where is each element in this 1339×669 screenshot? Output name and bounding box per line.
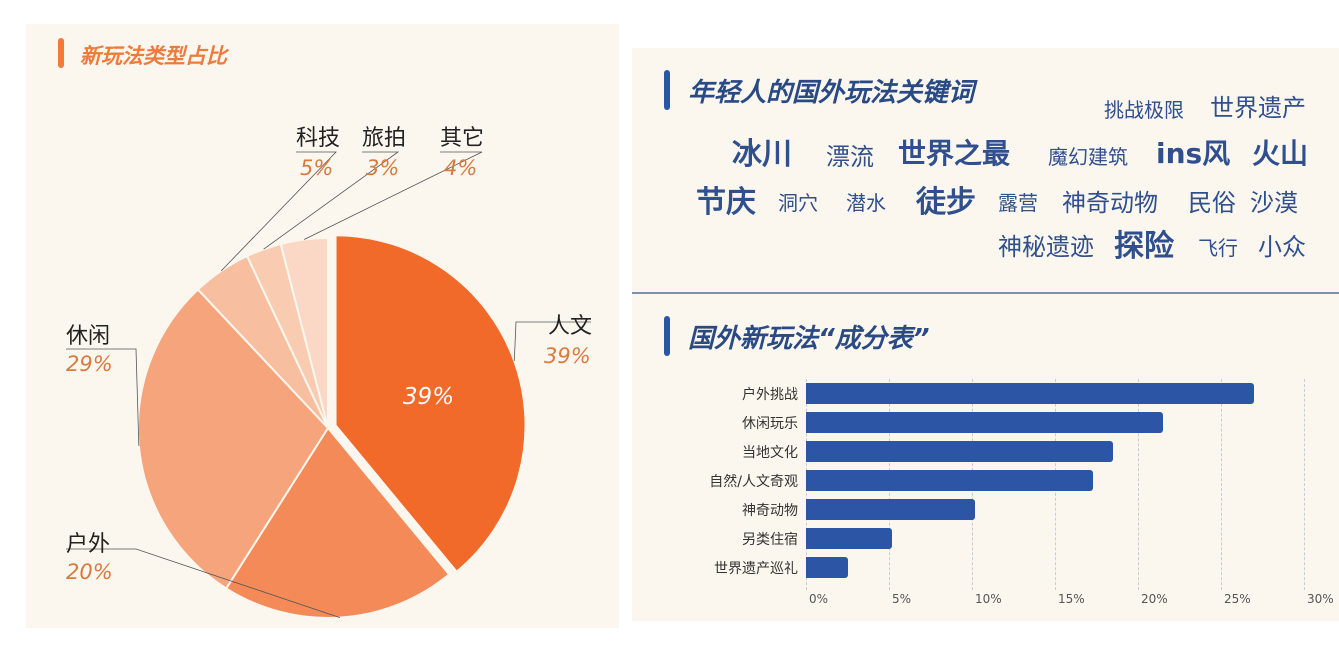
bar-休闲玩乐 <box>806 412 1163 433</box>
bar-tick-label: 20% <box>1141 592 1168 606</box>
pie-leader-户外 <box>66 548 341 619</box>
pie-label-科技: 科技 <box>296 126 341 151</box>
bar-chart-title: 国外新玩法“成分表” <box>688 324 930 354</box>
bar-tick-label: 0% <box>809 592 829 606</box>
keyword-item: 神奇动物 <box>1062 189 1158 217</box>
pie-label-人文: 人文 <box>548 314 593 339</box>
bar-另类住宿 <box>806 528 893 549</box>
bar-category-label: 休闲玩乐 <box>742 416 798 432</box>
keyword-item: 世界之最 <box>898 137 1011 170</box>
bar-自然/人文奇观 <box>806 470 1094 491</box>
bar-世界遗产巡礼 <box>806 557 848 578</box>
pie-percent-人文: 39% <box>544 344 591 368</box>
pie-label-其它: 其它 <box>440 126 485 151</box>
pie-label-旅拍: 旅拍 <box>362 126 407 151</box>
pie-title-accent <box>58 38 64 68</box>
keyword-item: 洞穴 <box>778 191 818 215</box>
bar-category-label: 神奇动物 <box>742 503 798 519</box>
bar-tick-label: 30% <box>1307 592 1334 606</box>
bar-tick-label: 5% <box>892 592 912 606</box>
pie-slice-人文 <box>334 234 527 574</box>
pie-leader-旅拍 <box>263 151 400 250</box>
pie-chart-title: 新玩法类型占比 <box>80 44 227 68</box>
keyword-item: 世界遗产 <box>1210 94 1306 122</box>
pie-percent-旅拍: 3% <box>366 156 400 180</box>
keyword-item: 神秘遗迹 <box>998 233 1094 261</box>
pie-label-休闲: 休闲 <box>66 324 111 349</box>
bar-gridline <box>1221 379 1222 590</box>
bar-gridline <box>1138 379 1139 590</box>
bar-神奇动物 <box>806 499 976 520</box>
bar-tick-label: 15% <box>1058 592 1085 606</box>
keyword-item: 沙漠 <box>1250 189 1298 217</box>
keywords-title-accent <box>664 70 670 110</box>
keyword-item: 节庆 <box>696 185 756 220</box>
pie-percent-科技: 5% <box>300 156 334 180</box>
pie-leader-人文 <box>513 321 591 361</box>
pie-percent-其它: 4% <box>444 156 478 180</box>
bar-gridline <box>1304 379 1305 590</box>
bar-category-label: 自然/人文奇观 <box>709 474 798 490</box>
keyword-item: 挑战极限 <box>1104 98 1184 122</box>
pie-chart-panel: 新玩法类型占比 39% 人文 39% 户外 20% 休闲 29% 科技 5% 旅拍 3% 其它 4% <box>26 24 619 628</box>
bar-category-label: 另类住宿 <box>742 532 798 548</box>
keyword-item: 漂流 <box>826 143 874 171</box>
keyword-item: 探险 <box>1114 229 1174 264</box>
keyword-item: 徒步 <box>916 185 976 220</box>
pie-leader-科技 <box>220 151 337 272</box>
keyword-item: 小众 <box>1258 233 1306 261</box>
bar-tick-label: 10% <box>975 592 1002 606</box>
keyword-item: 民俗 <box>1188 189 1236 217</box>
keyword-item: 火山 <box>1252 137 1309 170</box>
pie-percent-休闲: 29% <box>66 352 113 376</box>
keywords-and-bar-panel: 年轻人的国外玩法关键词 挑战极限 世界遗产冰川 漂流 世界之最 魔幻建筑 ins风 火山节庆… <box>632 48 1339 621</box>
pie-percent-户外: 20% <box>66 560 113 584</box>
keyword-item: 露营 <box>998 191 1038 215</box>
bar-category-label: 户外挑战 <box>742 387 798 403</box>
bar-title-accent <box>664 316 670 356</box>
bar-当地文化 <box>806 441 1114 462</box>
keyword-item: 潜水 <box>846 191 886 215</box>
pie-chart: 39% <box>66 151 591 619</box>
pie-slice-其它 <box>279 236 329 429</box>
pie-leader-休闲 <box>66 348 140 446</box>
section-divider <box>632 292 1339 294</box>
pie-leader-其它 <box>304 151 483 240</box>
keywords-title: 年轻人的国外玩法关键词 <box>688 78 975 108</box>
keyword-item: 魔幻建筑 <box>1048 145 1128 169</box>
bar-category-label: 世界遗产巡礼 <box>714 561 798 577</box>
bar-category-label: 当地文化 <box>742 445 798 461</box>
keyword-item: 飞行 <box>1198 236 1238 260</box>
pie-label-户外: 户外 <box>66 532 111 557</box>
keyword-item: ins风 <box>1156 137 1231 170</box>
bar-户外挑战 <box>806 383 1255 404</box>
bar-tick-label: 25% <box>1224 592 1251 606</box>
keyword-item: 冰川 <box>732 137 792 172</box>
pie-inner-label: 39% <box>403 384 454 410</box>
